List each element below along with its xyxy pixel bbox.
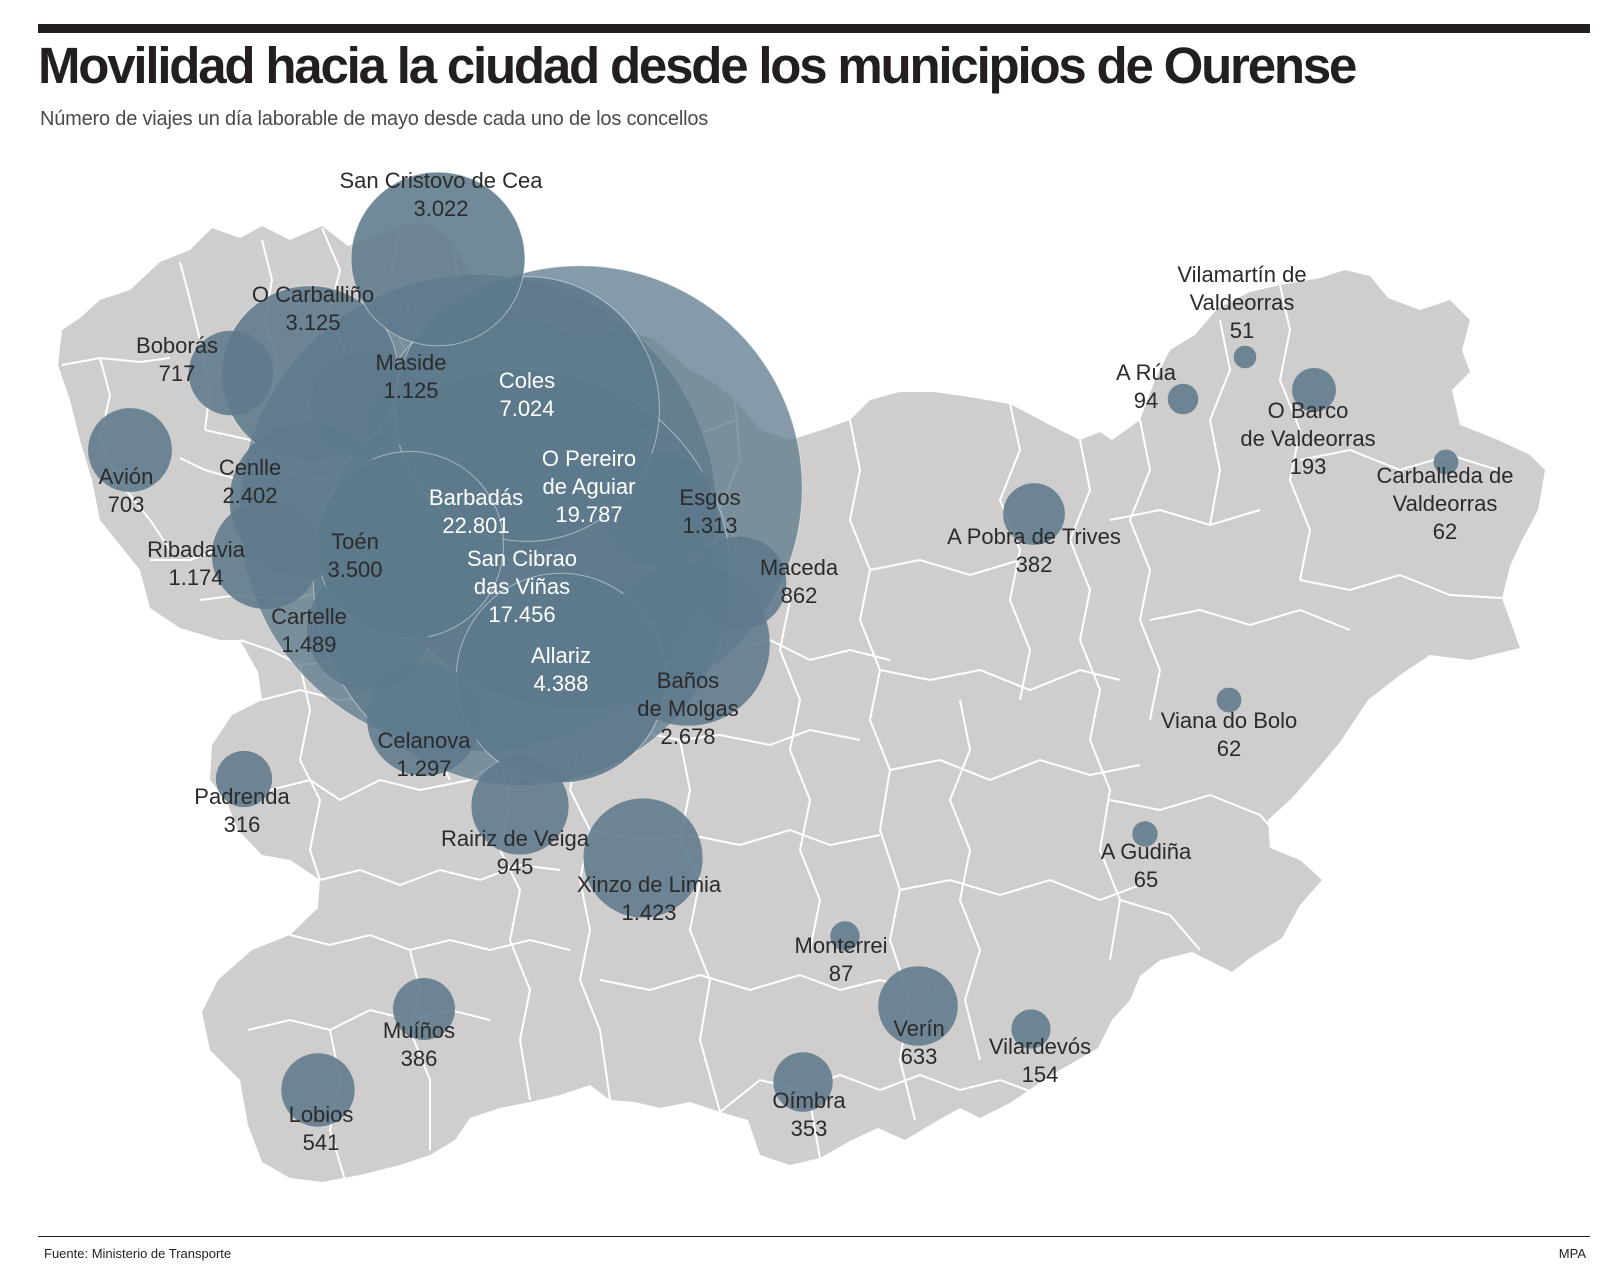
map-title: Movilidad hacia la ciudad desde los muni… (38, 37, 1357, 94)
bubble-carballeda-de-valdeorras (1433, 449, 1459, 475)
label-maceda: Maceda 862 (760, 555, 839, 608)
label-celanova: Celanova 1.297 (378, 728, 472, 781)
label-cartelle: Cartelle 1.489 (271, 604, 347, 657)
bubble-monterrei (830, 921, 860, 951)
label-allariz: Allariz 4.388 (531, 643, 591, 696)
label-layer: San Cristovo de Cea 3.022 O Carballiño 3.12… (99, 168, 1514, 1155)
bubble-vilardevos (1011, 1009, 1051, 1049)
label-toen: Toén 3.500 (327, 529, 382, 582)
label-san-cibrao-das-vinas: San Cibrao das Viñas 17.456 (467, 546, 577, 627)
label-a-gudina: A Gudiña 65 (1101, 839, 1192, 892)
map-subtitle: Número de viajes un día laborable de may… (40, 108, 709, 130)
bubble-celanova (367, 662, 481, 776)
label-rairiz-de-veiga: Rairiz de Veiga 945 (441, 826, 590, 879)
label-cenlle: Cenlle 2.402 (219, 455, 281, 508)
bubble-viana-do-bolo (1216, 687, 1242, 713)
label-ribadavia: Ribadavia 1.174 (147, 537, 246, 590)
label-san-cristovo-de-cea: San Cristovo de Cea 3.022 (340, 168, 544, 221)
bubble-cartelle (307, 568, 429, 690)
label-carballeda-de-valdeorras: Carballeda de Valdeorras 62 (1377, 463, 1514, 544)
bubble-oimbra (773, 1052, 833, 1112)
label-oimbra: Oímbra 353 (772, 1088, 846, 1141)
label-vilamartin-de-valdeorras: Vilamartín de Valdeorras 51 (1177, 262, 1306, 343)
label-o-pereiro-de-aguiar: O Pereiro de Aguiar 19.787 (542, 446, 636, 527)
label-banos-de-molgas: Baños de Molgas 2.678 (637, 668, 739, 749)
label-a-pobra-de-trives: A Pobra de Trives 382 (947, 524, 1121, 577)
label-avion: Avión 703 (99, 464, 154, 517)
bubble-o-barco-de-valdeorras (1292, 368, 1336, 412)
label-padrenda: Padrenda 316 (194, 784, 290, 837)
bubble-padrenda (215, 750, 273, 808)
bubble-vilamartin-de-valdeorras (1233, 345, 1257, 369)
bubble-boboras (188, 330, 274, 416)
bubble-avion (88, 408, 172, 492)
top-rule (38, 24, 1590, 33)
bubble-san-cristovo-de-cea (350, 171, 526, 347)
source-note: Fuente: Ministerio de Transporte (44, 1246, 232, 1261)
label-coles: Coles 7.024 (499, 368, 555, 421)
bubble-verin (878, 966, 958, 1046)
bubble-muinos (393, 978, 455, 1040)
bottom-rule (38, 1236, 1590, 1237)
label-lobios: Lobios 541 (289, 1102, 354, 1155)
bubble-maceda (693, 536, 787, 630)
label-xinzo-de-limia: Xinzo de Limia 1.423 (577, 872, 722, 925)
bubble-a-rua (1167, 383, 1199, 415)
credit: MPA (1558, 1246, 1586, 1261)
label-vilardevos: Vilardevós 154 (989, 1034, 1091, 1087)
label-boboras: Boborás 717 (136, 333, 218, 386)
label-o-barco-de-valdeorras: O Barco de Valdeorras 193 (1240, 398, 1375, 479)
label-a-rua: A Rúa 94 (1116, 360, 1177, 413)
label-o-carballino: O Carballiño 3.125 (252, 282, 374, 335)
label-barbadas: Barbadás 22.801 (429, 485, 523, 538)
bubble-a-pobra-de-trives (1003, 483, 1065, 545)
label-monterrei: Monterrei 87 (795, 933, 888, 986)
bubble-maside (311, 352, 417, 458)
label-viana-do-bolo: Viana do Bolo 62 (1161, 708, 1298, 761)
bubble-a-gudina (1132, 821, 1158, 847)
bubble-lobios (281, 1053, 355, 1127)
bubble-rairiz-de-veiga (471, 757, 569, 855)
label-muinos: Muíños 386 (383, 1018, 455, 1071)
bubble-layer (88, 171, 1459, 1127)
bubble-ribadavia (211, 500, 321, 610)
label-maside: Maside 1.125 (376, 350, 447, 403)
label-verin: Verín 633 (893, 1016, 944, 1069)
bubble-xinzo-de-limia (583, 798, 703, 918)
bubble-esgos (602, 452, 718, 568)
label-esgos: Esgos 1.313 (679, 485, 740, 538)
